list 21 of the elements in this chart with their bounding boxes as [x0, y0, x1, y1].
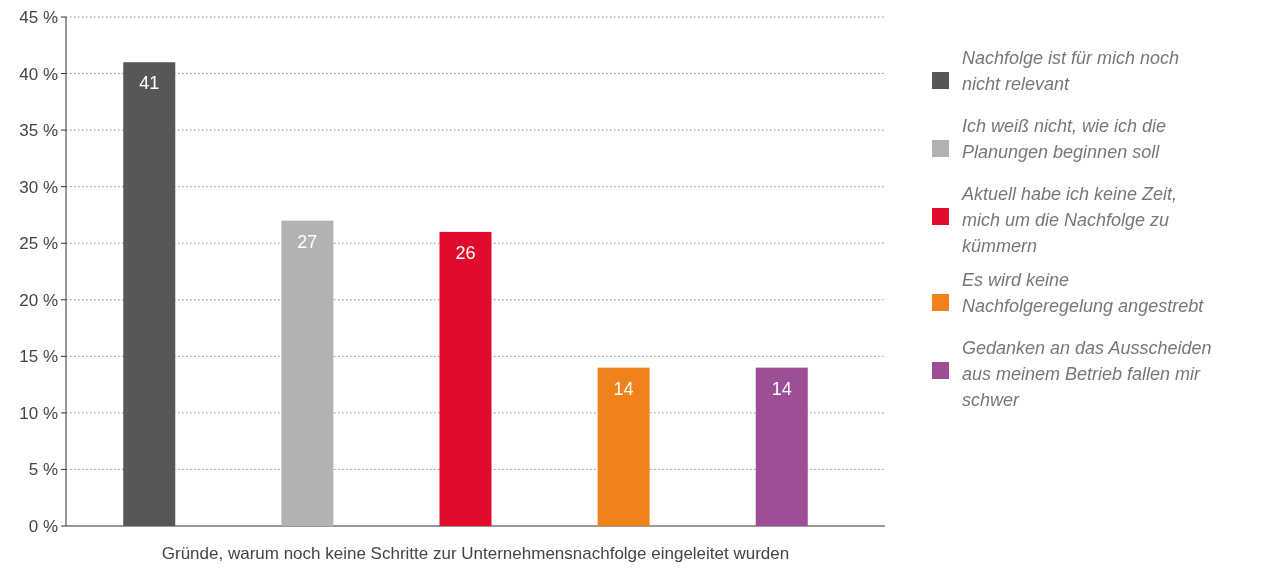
y-tick-label: 20 % [19, 290, 58, 310]
y-tick-label: 5 % [28, 460, 58, 480]
y-tick-label: 35 % [19, 121, 58, 141]
y-tick-label: 10 % [19, 403, 58, 423]
y-tick-label: 0 % [28, 516, 58, 536]
x-axis-title: Gründe, warum noch keine Schritte zur Unternehmensnachfolge eingeleitet wurden [161, 544, 790, 563]
legend-label: Ich weiß nicht, wie ich die Planungen beginnen soll [962, 116, 1167, 162]
data-label: 27 [297, 231, 318, 252]
legend-label: Nachfolge ist für mich noch nicht relevant [962, 48, 1180, 94]
data-label: 14 [771, 378, 792, 399]
y-tick-label: 45 % [19, 7, 58, 27]
legend-label: Es wird keine Nachfolgeregelung angestrebt [962, 270, 1205, 316]
data-label: 14 [613, 378, 634, 399]
y-tick-label: 40 % [19, 64, 58, 84]
y-tick-label: 15 % [19, 347, 58, 367]
data-label: 41 [139, 73, 160, 94]
data-label: 26 [455, 242, 476, 263]
y-tick-label: 30 % [19, 177, 58, 197]
legend-label: Gedanken an das Ausscheiden aus meinem Betrieb fallen mir schwer [962, 338, 1212, 410]
legend-label: Aktuell habe ich keine Zeit, mich um die Nachfolge zu kümmern [961, 184, 1178, 256]
y-tick-label: 25 % [19, 234, 58, 254]
